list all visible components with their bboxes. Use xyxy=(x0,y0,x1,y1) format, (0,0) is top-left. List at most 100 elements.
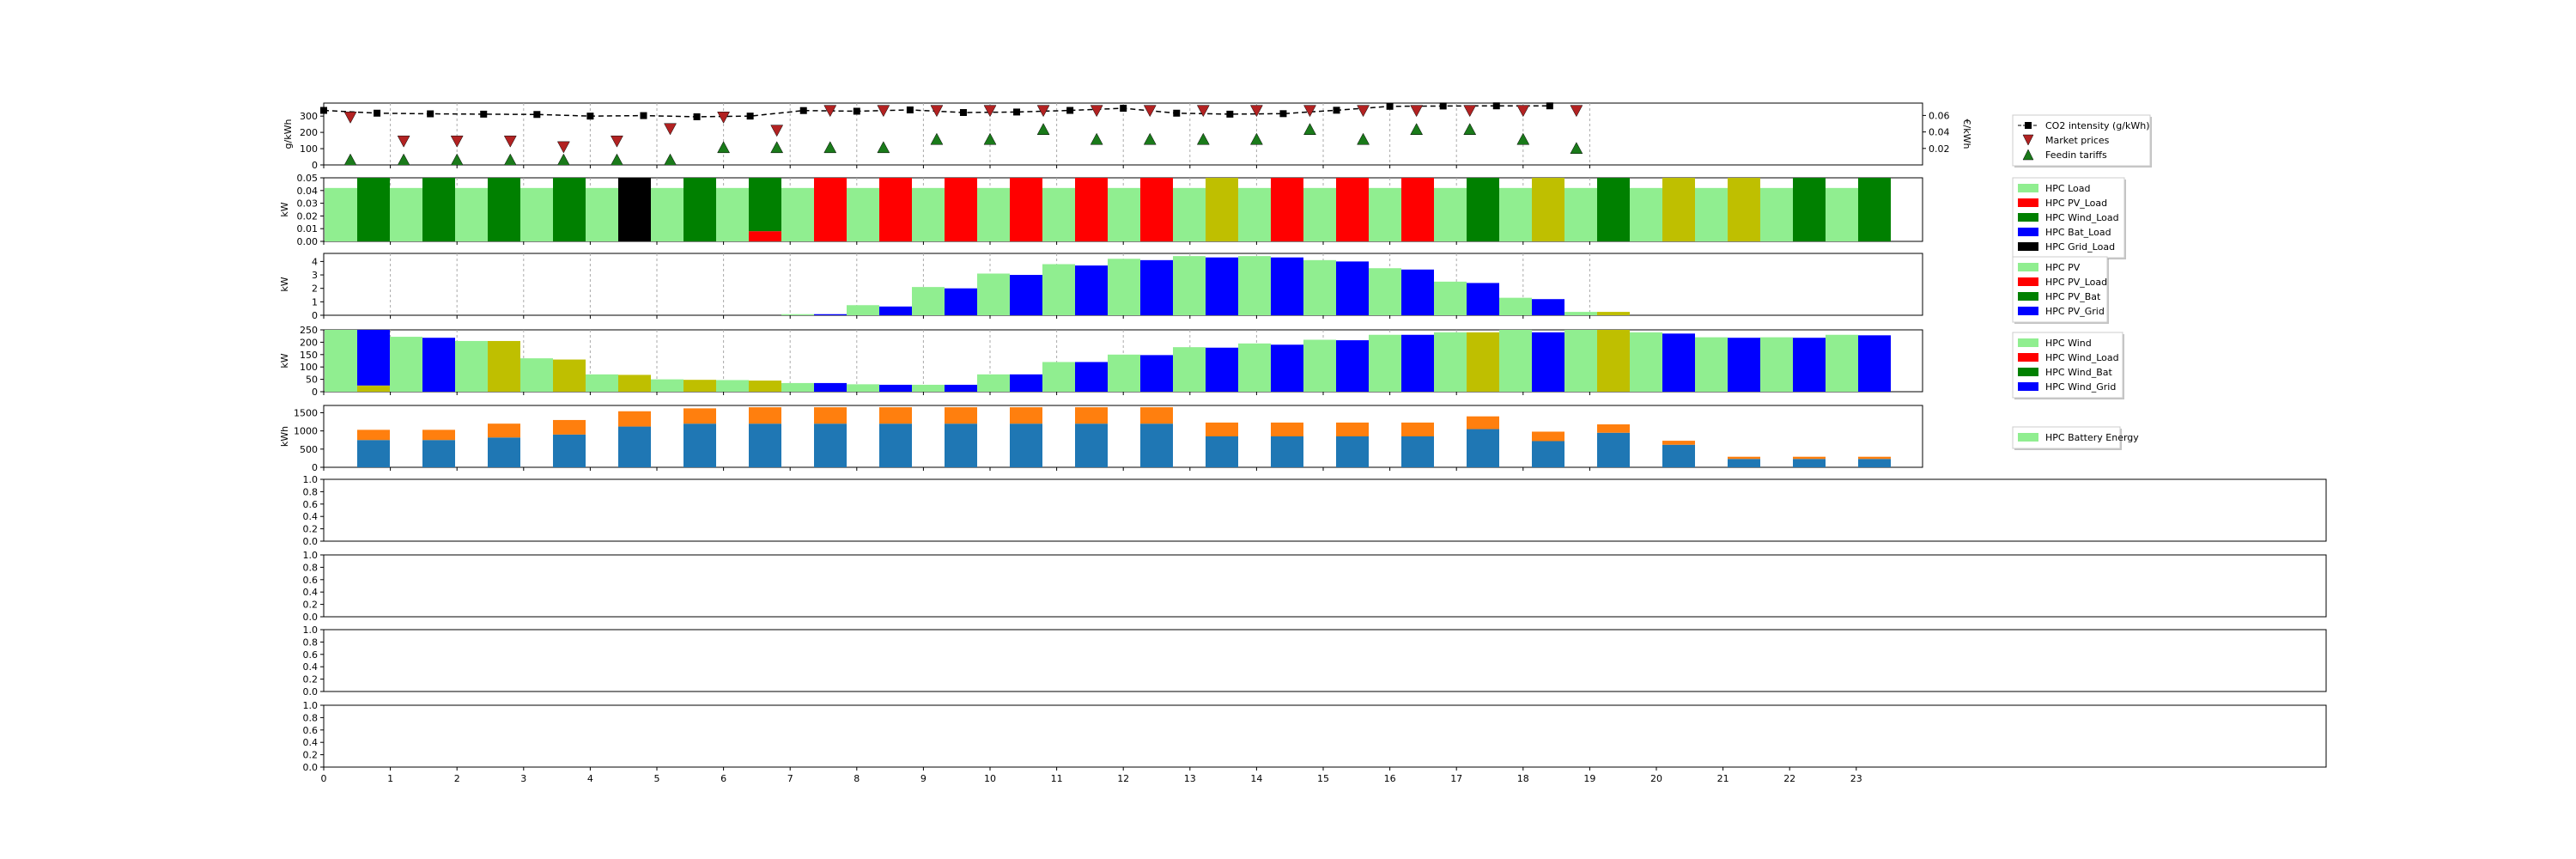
hpc-battery-ytick-label: 500 xyxy=(300,444,318,455)
battery-charge-bar xyxy=(1271,422,1303,436)
hpc-load-bar xyxy=(1303,187,1336,241)
hpc-pv-ytick-label: 4 xyxy=(312,256,318,267)
hpc-load-bar xyxy=(1760,187,1793,241)
empty-4-xtick-label: 11 xyxy=(1051,773,1063,784)
battery-energy-bar xyxy=(1728,459,1760,467)
empty-4-xtick-label: 3 xyxy=(520,773,526,784)
co2-point xyxy=(853,107,860,115)
empty-1-ytick-label: 0.4 xyxy=(303,511,319,522)
hpc-supply-bar xyxy=(488,178,520,241)
hpc-load-bar xyxy=(781,187,814,241)
hpc-wind-bar xyxy=(1434,332,1467,392)
co2-point xyxy=(1066,107,1074,114)
feedin-tariff-point xyxy=(1249,132,1263,145)
hpc-wind-bar xyxy=(651,379,683,392)
feedin-tariff-point xyxy=(930,132,944,145)
hpc-supply-bar xyxy=(749,231,781,241)
hpc-load-bar xyxy=(1499,187,1532,241)
hpc-wind-out-bar xyxy=(683,380,716,392)
hpc-wind-bar xyxy=(1238,343,1271,392)
battery-charge-bar xyxy=(1793,456,1826,460)
battery-energy-bar xyxy=(553,434,586,467)
empty-4-ytick-label: 0.4 xyxy=(303,737,319,748)
hpc-pv-bar xyxy=(847,305,879,315)
hpc-pv-grid-bar xyxy=(879,306,912,315)
battery-energy-bar xyxy=(1858,459,1891,467)
hpc-pv-legend-label: HPC PV_Bat xyxy=(2045,291,2101,302)
prices-ytick-right-label: 0.04 xyxy=(1929,127,1950,138)
hpc-load-ytick-label: 0.00 xyxy=(297,236,319,247)
market-price-point xyxy=(1410,105,1424,118)
battery-energy-bar xyxy=(683,423,716,467)
empty-4-xtick-label: 16 xyxy=(1384,773,1396,784)
hpc-wind-ytick-label: 250 xyxy=(300,325,318,336)
hpc-supply-bar xyxy=(1793,178,1826,241)
empty-4-xtick-label: 14 xyxy=(1250,773,1262,784)
hpc-supply-bar xyxy=(1401,178,1434,241)
feedin-tariff-point xyxy=(1303,123,1316,135)
feedin-tariff-point xyxy=(1143,132,1157,145)
hpc-pv-bar xyxy=(1499,297,1532,315)
empty-4-ytick-label: 0.2 xyxy=(303,750,319,761)
battery-energy-bar xyxy=(945,423,977,467)
hpc-wind-bar xyxy=(1303,339,1336,392)
hpc-load-bar xyxy=(586,187,618,241)
hpc-pv-bar xyxy=(781,314,814,315)
hpc-load-bar xyxy=(1434,187,1467,241)
battery-charge-bar xyxy=(1662,441,1695,445)
prices-ytick-label: 300 xyxy=(300,111,318,122)
hpc-wind-legend-swatch xyxy=(2018,368,2038,376)
hpc-wind-bar xyxy=(1826,334,1858,392)
co2-point xyxy=(374,109,381,117)
hpc-wind-bar xyxy=(1173,347,1206,392)
empty-4-xtick-label: 9 xyxy=(920,773,927,784)
battery-charge-bar xyxy=(1467,416,1499,430)
prices-legend-swatch xyxy=(2022,149,2034,161)
hpc-wind-out-bar xyxy=(422,338,455,392)
market-price-point xyxy=(503,135,517,148)
hpc-supply-bar xyxy=(1271,178,1303,241)
empty-2-ytick-label: 0.2 xyxy=(303,600,319,611)
feedin-tariff-point xyxy=(556,153,570,166)
hpc-pv-bar xyxy=(1108,259,1140,315)
empty-2-ytick-label: 1.0 xyxy=(303,550,319,561)
hpc-battery-legend-label: HPC Battery Energy xyxy=(2045,432,2139,443)
hpc-wind-out-bar xyxy=(553,359,586,392)
hpc-supply-bar xyxy=(814,178,847,241)
battery-energy-bar xyxy=(357,440,390,467)
battery-energy-bar xyxy=(1401,436,1434,467)
empty-4-xtick-label: 15 xyxy=(1317,773,1329,784)
hpc-pv-bar xyxy=(1173,256,1206,315)
hpc-wind-legend-label: HPC Wind_Bat xyxy=(2045,367,2113,378)
feedin-tariff-point xyxy=(1463,123,1477,135)
hpc-wind-bar xyxy=(1499,330,1532,392)
battery-charge-bar xyxy=(1075,407,1108,424)
hpc-supply-bar xyxy=(683,178,716,241)
battery-energy-bar xyxy=(749,423,781,467)
hpc-pv-bar xyxy=(1369,268,1401,315)
feedin-tariff-point xyxy=(611,153,623,166)
feedin-tariff-point xyxy=(1570,142,1583,155)
hpc-supply-bar xyxy=(1662,178,1695,241)
hpc-wind-out-bar xyxy=(1467,332,1499,392)
battery-charge-bar xyxy=(814,407,847,424)
battery-energy-bar xyxy=(814,423,847,467)
empty-1-ytick-label: 0.6 xyxy=(303,499,319,510)
battery-charge-bar xyxy=(553,419,586,435)
feedin-tariff-point xyxy=(770,141,784,154)
empty-1-ytick-label: 0.0 xyxy=(303,536,319,547)
prices-legend-swatch xyxy=(2025,122,2032,129)
hpc-pv-bar xyxy=(1303,259,1336,315)
hpc-wind-ytick-label: 150 xyxy=(300,350,318,361)
empty-3-ytick-label: 0.4 xyxy=(303,661,319,673)
market-price-point xyxy=(664,123,677,136)
hpc-wind-bar xyxy=(716,380,749,392)
hpc-wind-out-bar xyxy=(814,382,847,392)
hpc-wind-bar xyxy=(586,374,618,392)
empty-4-xtick-label: 17 xyxy=(1450,773,1462,784)
hpc-pv-bar xyxy=(977,273,1010,315)
empty-4-ytick-label: 0.6 xyxy=(303,725,319,736)
hpc-wind-bar xyxy=(847,384,879,392)
hpc-pv-grid-bar xyxy=(1010,275,1042,315)
